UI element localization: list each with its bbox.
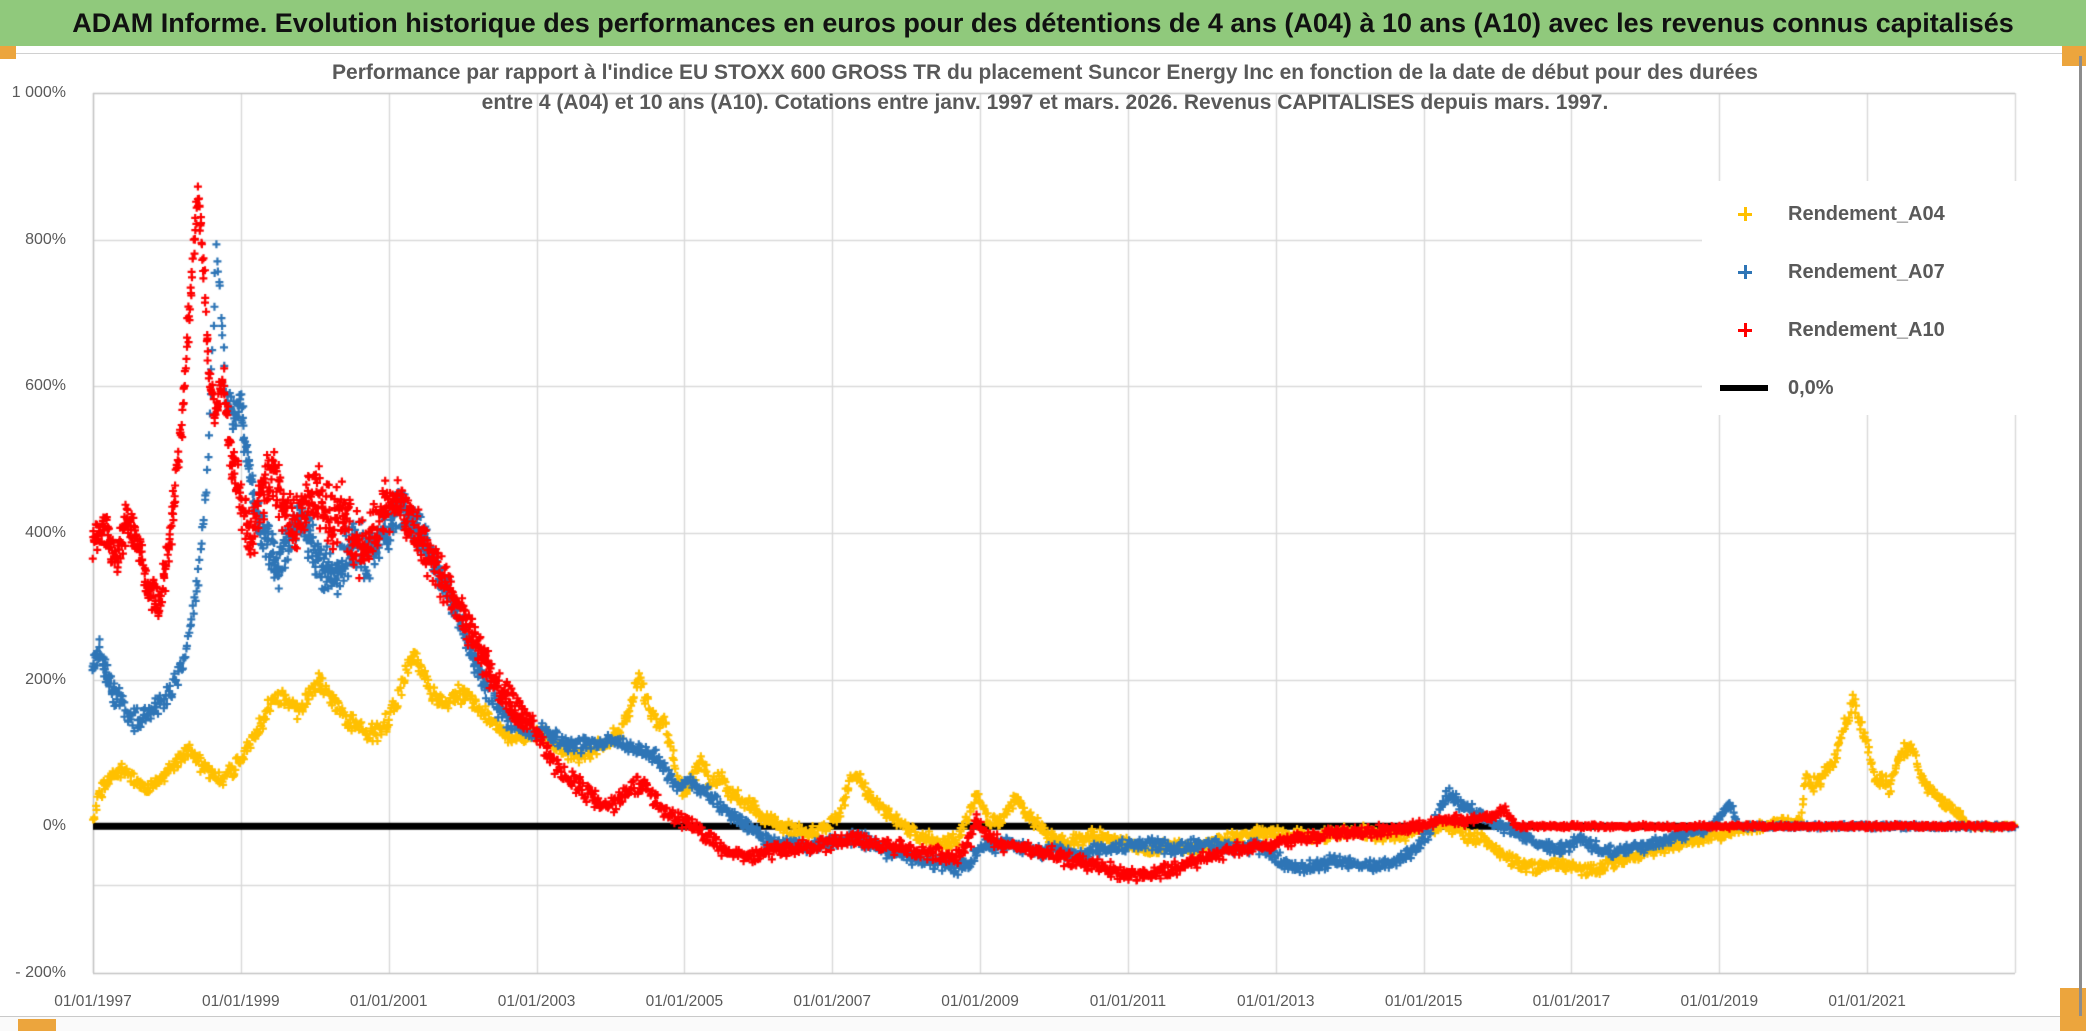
plus-marker-icon xyxy=(1738,323,1752,337)
y-tick-label: - 200% xyxy=(15,964,66,981)
plus-marker-icon xyxy=(1738,265,1752,279)
legend-marker-col xyxy=(1702,207,1788,221)
x-tick-label: 01/01/2009 xyxy=(941,993,1019,1010)
legend: Rendement_A04 Rendement_A07 Rendement_A10 0… xyxy=(1702,185,2064,417)
x-tick-label: 01/01/2005 xyxy=(645,993,724,1010)
x-tick-label: 01/01/2019 xyxy=(1680,993,1759,1010)
x-tick-label: 01/01/2013 xyxy=(1236,993,1315,1010)
y-tick-label: 0% xyxy=(42,817,66,835)
y-tick-label: 800% xyxy=(25,230,66,248)
legend-item-0-0-[interactable]: 0,0% xyxy=(1702,359,2064,417)
y-tick-label: 400% xyxy=(25,524,66,541)
x-tick-label: 01/01/2001 xyxy=(349,993,428,1010)
x-tick-label: 01/01/1997 xyxy=(54,993,132,1010)
legend-label: Rendement_A07 xyxy=(1788,260,1945,283)
legend-item-rendement-a04[interactable]: Rendement_A04 xyxy=(1702,185,2064,243)
y-tick-label: 200% xyxy=(25,670,66,688)
y-tick-label: 600% xyxy=(25,377,66,395)
legend-label: Rendement_A04 xyxy=(1788,202,1945,225)
x-tick-label: 01/01/2007 xyxy=(793,993,871,1010)
legend-marker-col xyxy=(1702,323,1788,337)
legend-item-rendement-a10[interactable]: Rendement_A10 xyxy=(1702,301,2064,359)
x-tick-label: 01/01/2015 xyxy=(1384,993,1463,1010)
chart-title-line1: Performance par rapport à l'indice EU ST… xyxy=(332,61,1758,84)
zero-line-swatch-icon xyxy=(1720,385,1768,391)
legend-background xyxy=(1702,181,2064,415)
legend-marker-col xyxy=(1702,265,1788,279)
x-tick-label: 01/01/2011 xyxy=(1089,993,1167,1010)
chart-title: Performance par rapport à l'indice EU ST… xyxy=(145,58,1945,118)
x-tick-label: 01/01/2021 xyxy=(1828,993,1906,1010)
legend-label: Rendement_A10 xyxy=(1788,318,1945,341)
x-tick-label: 01/01/2003 xyxy=(497,993,576,1010)
y-tick-label: 1 000% xyxy=(11,84,66,101)
legend-item-rendement-a07[interactable]: Rendement_A07 xyxy=(1702,243,2064,301)
plus-marker-icon xyxy=(1738,207,1752,221)
x-tick-label: 01/01/2017 xyxy=(1532,993,1611,1010)
chart-title-line2: entre 4 (A04) et 10 ans (A10). Cotations… xyxy=(481,91,1609,114)
legend-label: 0,0% xyxy=(1788,376,1834,399)
x-tick-label: 01/01/1999 xyxy=(202,993,280,1010)
